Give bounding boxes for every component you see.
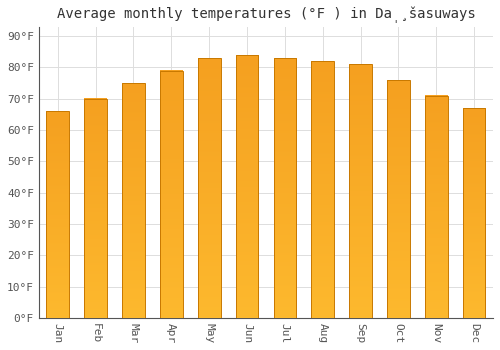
Bar [236,55,258,318]
Bar [387,80,410,318]
Bar [198,58,220,318]
Bar [425,96,448,318]
Bar [463,108,485,318]
Bar [122,83,145,318]
Bar [274,58,296,318]
Bar [46,111,69,318]
Bar [160,71,182,318]
Bar [84,99,107,318]
Title: Average monthly temperatures (°F ) in Da̧̩šasuways: Average monthly temperatures (°F ) in Da… [56,7,476,23]
Bar [349,64,372,318]
Bar [312,61,334,318]
